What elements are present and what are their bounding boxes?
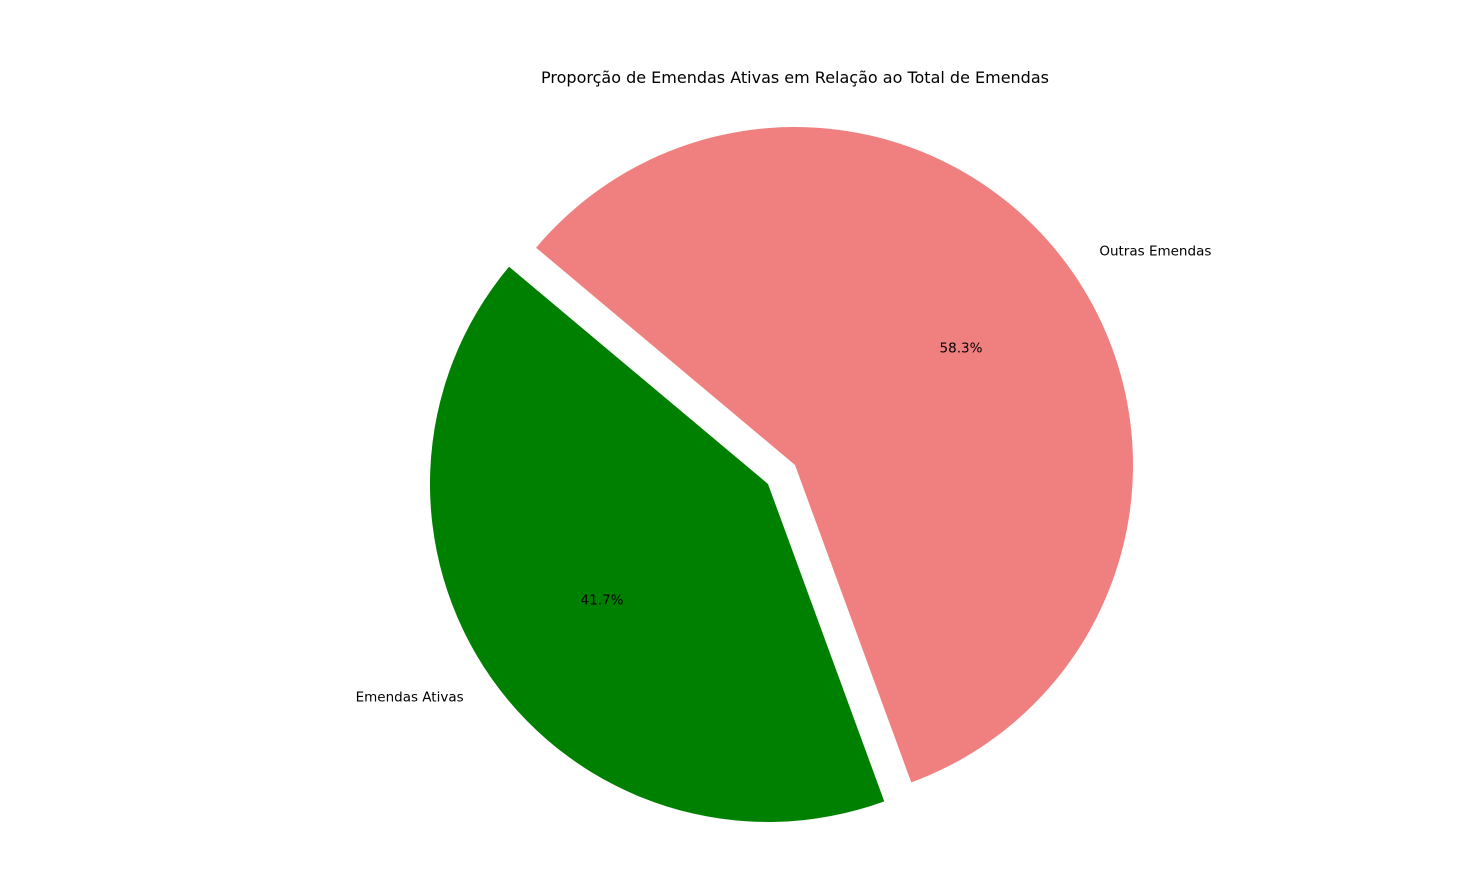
slice-percent-2: 58.3% <box>940 341 983 357</box>
pie-slices <box>429 127 1133 822</box>
slice-label-2: Outras Emendas <box>1099 243 1211 259</box>
pie-slice-2 <box>536 127 1133 783</box>
pie-labels: Emendas Ativas 41.7% Outras Emendas 58.3% <box>356 243 1212 705</box>
slice-percent-1: 41.7% <box>581 592 624 608</box>
slice-label-1: Emendas Ativas <box>356 690 464 706</box>
pie-slice-1 <box>429 266 885 822</box>
